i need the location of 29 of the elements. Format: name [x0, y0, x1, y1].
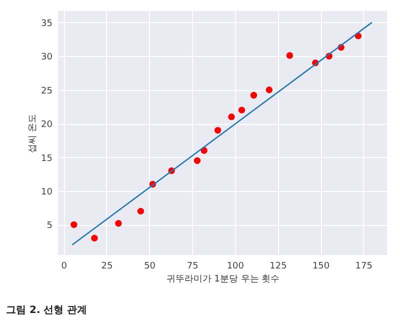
point — [137, 208, 144, 215]
y-tick-label: 5 — [46, 221, 52, 232]
x-tick-label: 175 — [355, 262, 372, 272]
y-tick-label: 20 — [41, 120, 53, 130]
x-axis-title: 귀뚜라미가 1분당 우는 횟수 — [166, 274, 280, 284]
y-tick-label: 30 — [41, 52, 53, 63]
point — [250, 92, 258, 99]
y-tick-label: 15 — [41, 154, 52, 164]
x-tick-label: 150 — [312, 262, 330, 272]
y-tick-label: 10 — [41, 187, 53, 198]
point — [115, 220, 122, 227]
x-tick-label: 75 — [186, 262, 198, 272]
point — [91, 234, 98, 242]
x-tick-label: 100 — [226, 262, 244, 272]
y-tick-label: 35 — [41, 18, 52, 29]
point — [286, 52, 294, 59]
text: 그림 2. 선형 관계 — [6, 305, 88, 316]
point — [266, 86, 273, 94]
point — [238, 106, 246, 114]
y-axis-title: 섭씨 온도 — [28, 114, 38, 153]
point — [70, 221, 78, 228]
x-tick-label: 25 — [101, 262, 113, 272]
x-tick-label: 125 — [270, 262, 287, 272]
y-tick-label: 25 — [41, 86, 52, 96]
point — [214, 126, 222, 134]
point — [228, 113, 235, 120]
x-tick-label: 0 — [61, 262, 68, 272]
point — [194, 157, 201, 164]
x-tick-label: 50 — [144, 262, 156, 272]
